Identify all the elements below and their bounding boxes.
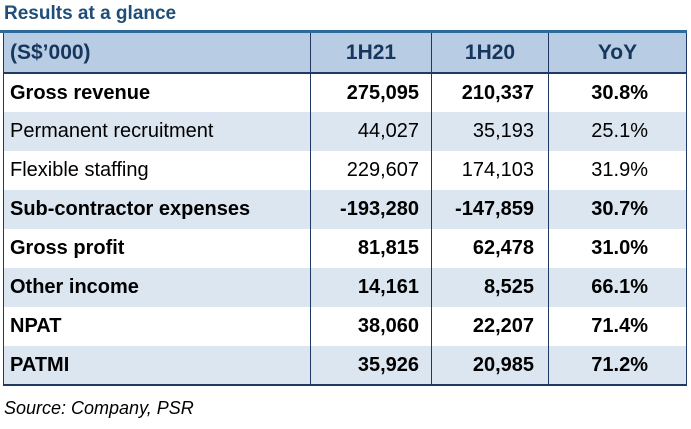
value-1h20: 22,207 [431,307,549,346]
value-1h21: 38,060 [310,307,432,346]
value-yoy: 71.4% [548,307,687,346]
header-1h21: 1H21 [310,33,432,74]
table-row: Other income 14,161 8,525 66.1% [3,268,687,307]
table-row: Sub-contractor expenses -193,280 -147,85… [3,190,687,229]
value-yoy: 31.9% [548,151,687,190]
row-label: Sub-contractor expenses [3,190,311,229]
table-body: Gross revenue 275,095 210,337 30.8% Perm… [3,73,687,386]
value-1h21: 81,815 [310,229,432,268]
results-table: (S$’000) 1H21 1H20 YoY Gross revenue 275… [3,33,687,386]
table-row: NPAT 38,060 22,207 71.4% [3,307,687,346]
value-1h21: 44,027 [310,112,432,151]
row-label: Other income [3,268,311,307]
value-yoy: 30.7% [548,190,687,229]
value-1h21: 14,161 [310,268,432,307]
value-yoy: 66.1% [548,268,687,307]
row-label: Gross revenue [3,73,311,112]
title-divider [0,30,687,33]
value-yoy: 71.2% [548,346,687,386]
value-yoy: 31.0% [548,229,687,268]
header-row: (S$’000) 1H21 1H20 YoY [3,33,687,74]
value-1h20: 174,103 [431,151,549,190]
table-row: Gross profit 81,815 62,478 31.0% [3,229,687,268]
header-label: (S$’000) [3,33,311,74]
value-1h20: 62,478 [431,229,549,268]
table-row: PATMI 35,926 20,985 71.2% [3,346,687,386]
value-1h21: 35,926 [310,346,432,386]
value-yoy: 30.8% [548,73,687,112]
row-label: Gross profit [3,229,311,268]
table-row: Gross revenue 275,095 210,337 30.8% [3,73,687,112]
header-yoy: YoY [548,33,687,74]
source-note: Source: Company, PSR [4,398,194,418]
value-1h20: 35,193 [431,112,549,151]
table-row: Flexible staffing 229,607 174,103 31.9% [3,151,687,190]
header-1h20: 1H20 [431,33,549,74]
value-1h21: -193,280 [310,190,432,229]
row-label: Flexible staffing [3,151,311,190]
page-title: Results at a glance [4,3,177,24]
value-1h20: 20,985 [431,346,549,386]
value-1h20: -147,859 [431,190,549,229]
table-row: Permanent recruitment 44,027 35,193 25.1… [3,112,687,151]
row-label: NPAT [3,307,311,346]
row-label: Permanent recruitment [3,112,311,151]
value-1h20: 8,525 [431,268,549,307]
value-yoy: 25.1% [548,112,687,151]
value-1h20: 210,337 [431,73,549,112]
value-1h21: 275,095 [310,73,432,112]
row-label: PATMI [3,346,311,386]
value-1h21: 229,607 [310,151,432,190]
